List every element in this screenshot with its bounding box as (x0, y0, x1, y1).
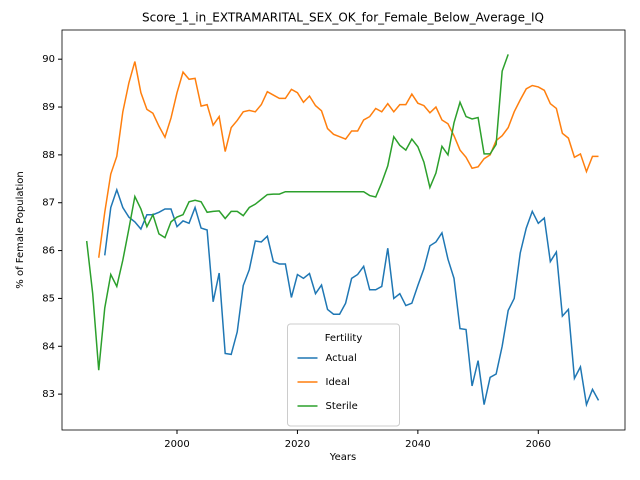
y-tick-label: 90 (42, 54, 55, 65)
legend-label: Actual (326, 353, 357, 364)
y-tick-label: 88 (42, 150, 55, 161)
y-tick-label: 84 (42, 341, 55, 352)
data-line (104, 187, 600, 408)
chart-title: Score_1_in_EXTRAMARITAL_SEX_OK_for_Femal… (142, 11, 544, 25)
data-line (97, 61, 599, 258)
legend-label: Sterile (326, 401, 358, 412)
y-tick-label: 86 (42, 246, 55, 257)
x-tick-label: 2020 (285, 439, 310, 450)
y-tick-label: 87 (42, 198, 55, 209)
legend-box (287, 323, 400, 427)
y-tick-label: 89 (42, 102, 55, 113)
legend-title: Fertility (325, 333, 363, 344)
legend-label: Ideal (326, 377, 350, 388)
y-tick-label: 85 (42, 293, 55, 304)
x-tick-label: 2000 (164, 439, 189, 450)
plot-frame (61, 29, 626, 431)
x-axis-label: Years (329, 452, 356, 463)
y-axis-label: % of Female Population (15, 171, 26, 288)
data-line (85, 54, 509, 371)
y-tick-label: 83 (42, 389, 55, 400)
x-tick-label: 2060 (526, 439, 551, 450)
x-tick-label: 2040 (405, 439, 430, 450)
